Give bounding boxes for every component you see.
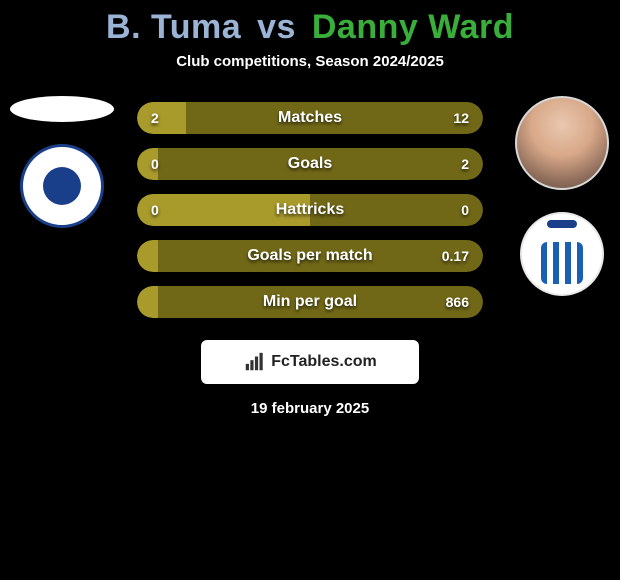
stat-bar: 866Min per goal bbox=[137, 286, 483, 318]
brand-badge: FcTables.com bbox=[201, 340, 419, 384]
stat-bar: 212Matches bbox=[137, 102, 483, 134]
left-column bbox=[8, 96, 116, 228]
brand-text: FcTables.com bbox=[271, 353, 377, 371]
player2-photo bbox=[515, 96, 609, 190]
comparison-area: 212Matches 02Goals 00Hattricks 0.17Goals pe… bbox=[0, 102, 620, 318]
title-player1: B. Tuma bbox=[106, 8, 241, 46]
subtitle: Club competitions, Season 2024/2025 bbox=[0, 53, 620, 70]
chart-icon bbox=[243, 351, 265, 373]
bar-label: Goals per match bbox=[137, 247, 483, 265]
snapshot-date: 19 february 2025 bbox=[0, 400, 620, 417]
stat-bar: 02Goals bbox=[137, 148, 483, 180]
page-title: B. Tuma vs Danny Ward bbox=[0, 0, 620, 47]
stat-bar: 0.17Goals per match bbox=[137, 240, 483, 272]
bar-label: Goals bbox=[137, 155, 483, 173]
stat-bars: 212Matches 02Goals 00Hattricks 0.17Goals pe… bbox=[137, 102, 483, 318]
title-player2: Danny Ward bbox=[312, 8, 514, 46]
player1-photo bbox=[10, 96, 114, 122]
player1-club-badge bbox=[20, 144, 104, 228]
bar-label: Hattricks bbox=[137, 201, 483, 219]
bar-label: Min per goal bbox=[137, 293, 483, 311]
player2-club-badge bbox=[520, 212, 604, 296]
bar-label: Matches bbox=[137, 109, 483, 127]
title-vs: vs bbox=[257, 8, 296, 46]
stat-bar: 00Hattricks bbox=[137, 194, 483, 226]
right-column bbox=[508, 96, 616, 296]
